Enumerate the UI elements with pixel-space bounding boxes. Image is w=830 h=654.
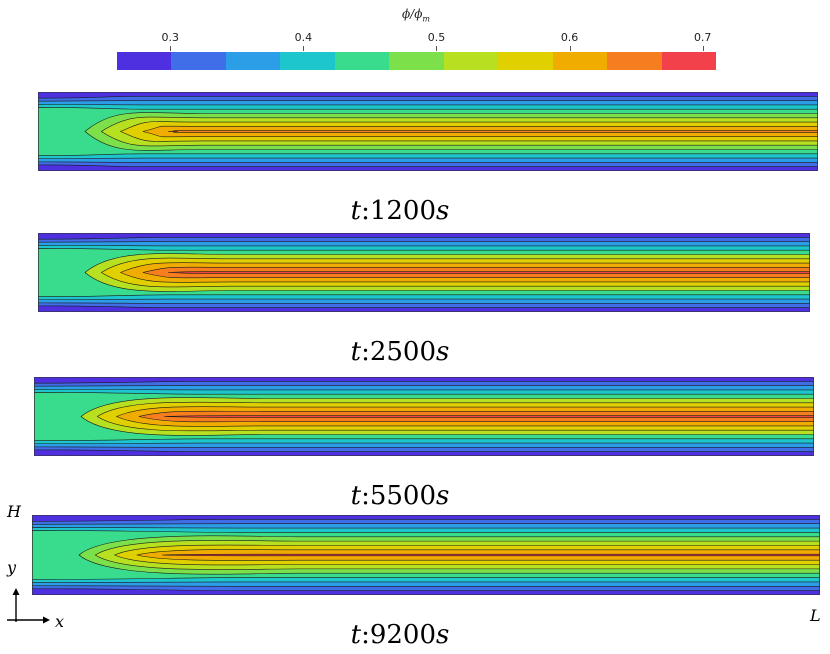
colorbar-swatch [171, 52, 226, 70]
contour-band [161, 553, 820, 557]
time-label-t: t [350, 481, 362, 511]
panel-frame [32, 515, 820, 595]
colorbar-swatch [225, 52, 281, 70]
colorbar-swatch [334, 52, 390, 70]
length-label: L [810, 606, 821, 625]
time-label-2500: t:2500s [250, 337, 550, 367]
time-label-1200: t:1200s [250, 196, 550, 226]
panel-frame [38, 92, 818, 171]
colorbar-tick-mark [702, 46, 704, 51]
contour-plot [38, 92, 818, 171]
contour-plot [34, 377, 814, 456]
time-label-value: :1200 [361, 196, 437, 226]
colorbar [117, 52, 716, 70]
colorbar-swatch [498, 52, 553, 70]
contour-panel-1200 [38, 92, 818, 171]
height-label: H [7, 502, 21, 521]
contour-band [167, 130, 818, 133]
colorbar-tick-label: 0.4 [294, 31, 313, 44]
colorbar-tick-mark [436, 46, 438, 51]
time-label-t: t [350, 620, 362, 650]
time-label-unit: s [436, 620, 450, 650]
contour-panel-5500 [34, 377, 814, 456]
panel-frame [38, 233, 810, 312]
contour-band [163, 415, 814, 418]
time-label-t: t [350, 337, 362, 367]
time-label-unit: s [436, 196, 450, 226]
time-label-unit: s [436, 481, 450, 511]
colorbar-tick-mark [170, 46, 172, 51]
colorbar-swatch [552, 52, 608, 70]
coordinate-axes-icon [7, 588, 50, 624]
colorbar-swatch [280, 52, 335, 70]
contour-panel-2500 [38, 233, 810, 312]
contour-panel-9200 [32, 515, 820, 595]
colorbar-swatch [117, 52, 172, 70]
colorbar-swatch [443, 52, 499, 70]
colorbar-tick-mark [303, 46, 305, 51]
time-label-t: t [350, 196, 362, 226]
time-label-value: :9200 [361, 620, 437, 650]
time-label-9200: t:9200s [250, 620, 550, 650]
time-label-5500: t:5500s [250, 481, 550, 511]
colorbar-swatch [389, 52, 444, 70]
colorbar-tick-label: 0.3 [161, 31, 179, 44]
contour-plot [32, 515, 820, 595]
x-axis-label: x [55, 612, 65, 631]
y-axis-label: y [7, 558, 17, 577]
colorbar-title: ϕ/ϕm [386, 7, 446, 23]
colorbar-tick-label: 0.5 [427, 31, 446, 44]
time-label-value: :2500 [361, 337, 437, 367]
colorbar-swatch [607, 52, 662, 70]
colorbar-tick-label: 0.6 [560, 31, 579, 44]
time-label-value: :5500 [361, 481, 437, 511]
panel-frame [34, 377, 814, 456]
contour-band [167, 271, 810, 274]
colorbar-title-sub: m [422, 14, 430, 24]
colorbar-tick-mark [569, 46, 571, 51]
time-label-unit: s [436, 337, 450, 367]
colorbar-tick-label: 0.7 [693, 31, 712, 44]
colorbar-swatch [661, 52, 716, 70]
colorbar-title-main: ϕ/ϕ [402, 7, 423, 21]
contour-plot [38, 233, 810, 312]
